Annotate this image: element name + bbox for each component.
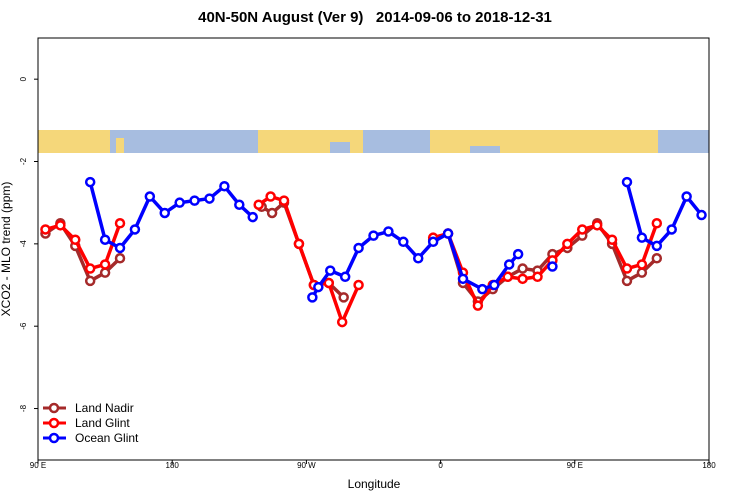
data-point bbox=[253, 199, 264, 210]
data-point bbox=[696, 209, 707, 221]
data-point bbox=[621, 176, 633, 188]
data-point bbox=[55, 220, 66, 231]
x-tick-label: 180 bbox=[702, 461, 716, 470]
data-point bbox=[323, 277, 335, 289]
data-point bbox=[472, 300, 484, 311]
y-tick-label: -2 bbox=[19, 157, 28, 165]
data-point bbox=[489, 279, 500, 291]
data-point bbox=[457, 273, 469, 285]
data-point bbox=[412, 253, 424, 264]
data-point bbox=[84, 263, 96, 274]
data-point bbox=[129, 224, 141, 235]
data-point bbox=[114, 218, 126, 229]
data-point bbox=[336, 316, 348, 328]
data-point bbox=[512, 248, 524, 260]
data-point bbox=[278, 195, 290, 206]
data-point bbox=[70, 234, 81, 245]
data-point bbox=[114, 242, 126, 254]
x-tick-label: 90 E bbox=[567, 461, 583, 470]
x-tick-label: 180 bbox=[166, 461, 180, 470]
data-point bbox=[204, 193, 215, 204]
data-point bbox=[84, 275, 96, 287]
legend-label: Land Glint bbox=[75, 416, 130, 430]
x-tick-label: 90 W bbox=[297, 461, 316, 470]
data-point bbox=[159, 207, 170, 219]
data-point bbox=[307, 292, 318, 303]
y-tick-label: -8 bbox=[19, 404, 28, 412]
data-point bbox=[502, 271, 513, 283]
data-point bbox=[99, 267, 111, 278]
x-tick-label: 90 E bbox=[30, 461, 46, 470]
y-tick-label: -6 bbox=[19, 322, 28, 330]
data-point bbox=[265, 191, 276, 202]
series-line bbox=[44, 194, 659, 324]
plot-frame bbox=[37, 37, 710, 461]
data-point bbox=[517, 263, 528, 274]
legend-marker bbox=[48, 417, 60, 429]
data-point bbox=[651, 253, 663, 264]
y-axis-label: XCO2 - MLO trend (ppm) bbox=[0, 182, 13, 317]
map-strip bbox=[38, 130, 709, 153]
data-point bbox=[266, 207, 278, 219]
data-point bbox=[591, 220, 603, 231]
data-point bbox=[651, 218, 663, 229]
data-point bbox=[621, 263, 633, 274]
data-point bbox=[636, 232, 648, 243]
data-point bbox=[40, 224, 51, 235]
data-point bbox=[621, 275, 633, 287]
data-point bbox=[114, 253, 126, 264]
data-point bbox=[219, 180, 230, 192]
data-point bbox=[577, 224, 588, 235]
data-point bbox=[517, 273, 528, 285]
legend-label: Ocean Glint bbox=[75, 431, 139, 445]
data-point bbox=[144, 191, 156, 202]
data-point bbox=[293, 238, 305, 250]
data-point bbox=[99, 259, 111, 270]
data-point bbox=[84, 176, 96, 188]
data-point bbox=[532, 271, 543, 283]
data-point bbox=[247, 211, 258, 223]
data-point bbox=[442, 228, 454, 239]
data-point bbox=[427, 236, 439, 248]
y-tick-label: 0 bbox=[19, 76, 28, 81]
data-point bbox=[681, 191, 692, 202]
x-tick-label: 0 bbox=[438, 461, 443, 470]
data-point bbox=[234, 199, 245, 210]
data-point bbox=[547, 261, 558, 272]
chart-title: 40N-50N August (Ver 9) 2014-09-06 to 201… bbox=[198, 9, 552, 26]
data-point bbox=[313, 281, 324, 293]
data-point bbox=[503, 259, 515, 270]
data-point bbox=[353, 242, 364, 254]
data-point bbox=[99, 234, 111, 245]
data-point bbox=[606, 234, 618, 245]
data-point bbox=[477, 283, 488, 295]
data-point bbox=[189, 195, 200, 206]
data-point bbox=[636, 259, 648, 270]
data-point bbox=[383, 226, 394, 237]
y-tick-label: -4 bbox=[19, 240, 28, 248]
x-axis-label: Longitude bbox=[348, 477, 401, 491]
data-point bbox=[368, 230, 379, 241]
legend-marker bbox=[48, 402, 60, 414]
data-point bbox=[353, 279, 364, 291]
data-point bbox=[666, 224, 677, 235]
legend-label: Land Nadir bbox=[75, 401, 134, 415]
data-point bbox=[651, 240, 663, 252]
data-point bbox=[339, 271, 351, 283]
data-point bbox=[398, 236, 409, 248]
data-point bbox=[338, 292, 349, 303]
legend-marker bbox=[48, 432, 60, 444]
data-point bbox=[562, 238, 573, 250]
data-point bbox=[636, 267, 648, 278]
data-point bbox=[325, 265, 336, 276]
data-point bbox=[174, 197, 185, 208]
